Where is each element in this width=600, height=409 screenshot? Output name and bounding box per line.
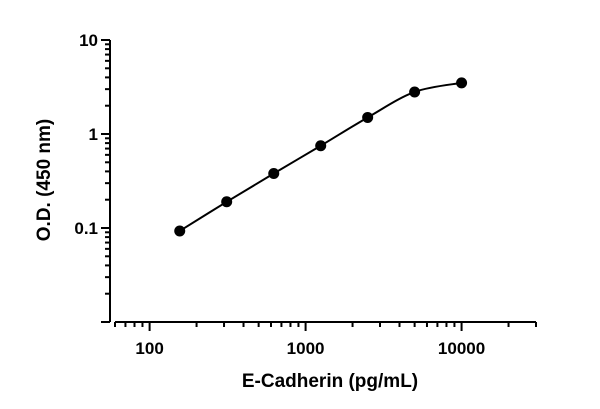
data-point [221, 196, 233, 208]
x-axis-title: E-Cadherin (pg/mL) [242, 371, 418, 392]
x-tick-label: 10000 [438, 339, 485, 358]
data-point [315, 140, 327, 152]
x-tick-label: 1000 [287, 339, 325, 358]
data-points [174, 77, 468, 237]
fit-curve [179, 81, 462, 232]
y-axis-title: O.D. (450 nm) [34, 119, 55, 241]
plot-area: 0.1 1 10 100 1000 10000 [74, 31, 537, 358]
data-point [362, 111, 374, 123]
y-tick-label: 10 [79, 31, 98, 50]
data-point [174, 225, 186, 237]
data-point [456, 77, 468, 89]
y-axis-ticks: 0.1 1 10 [74, 31, 110, 323]
x-tick-label: 100 [135, 339, 163, 358]
y-tick-label: 0.1 [74, 219, 98, 238]
x-axis-ticks: 100 1000 10000 [114, 322, 537, 358]
y-tick-label: 1 [89, 125, 98, 144]
data-point [409, 86, 421, 98]
data-point [268, 168, 280, 180]
